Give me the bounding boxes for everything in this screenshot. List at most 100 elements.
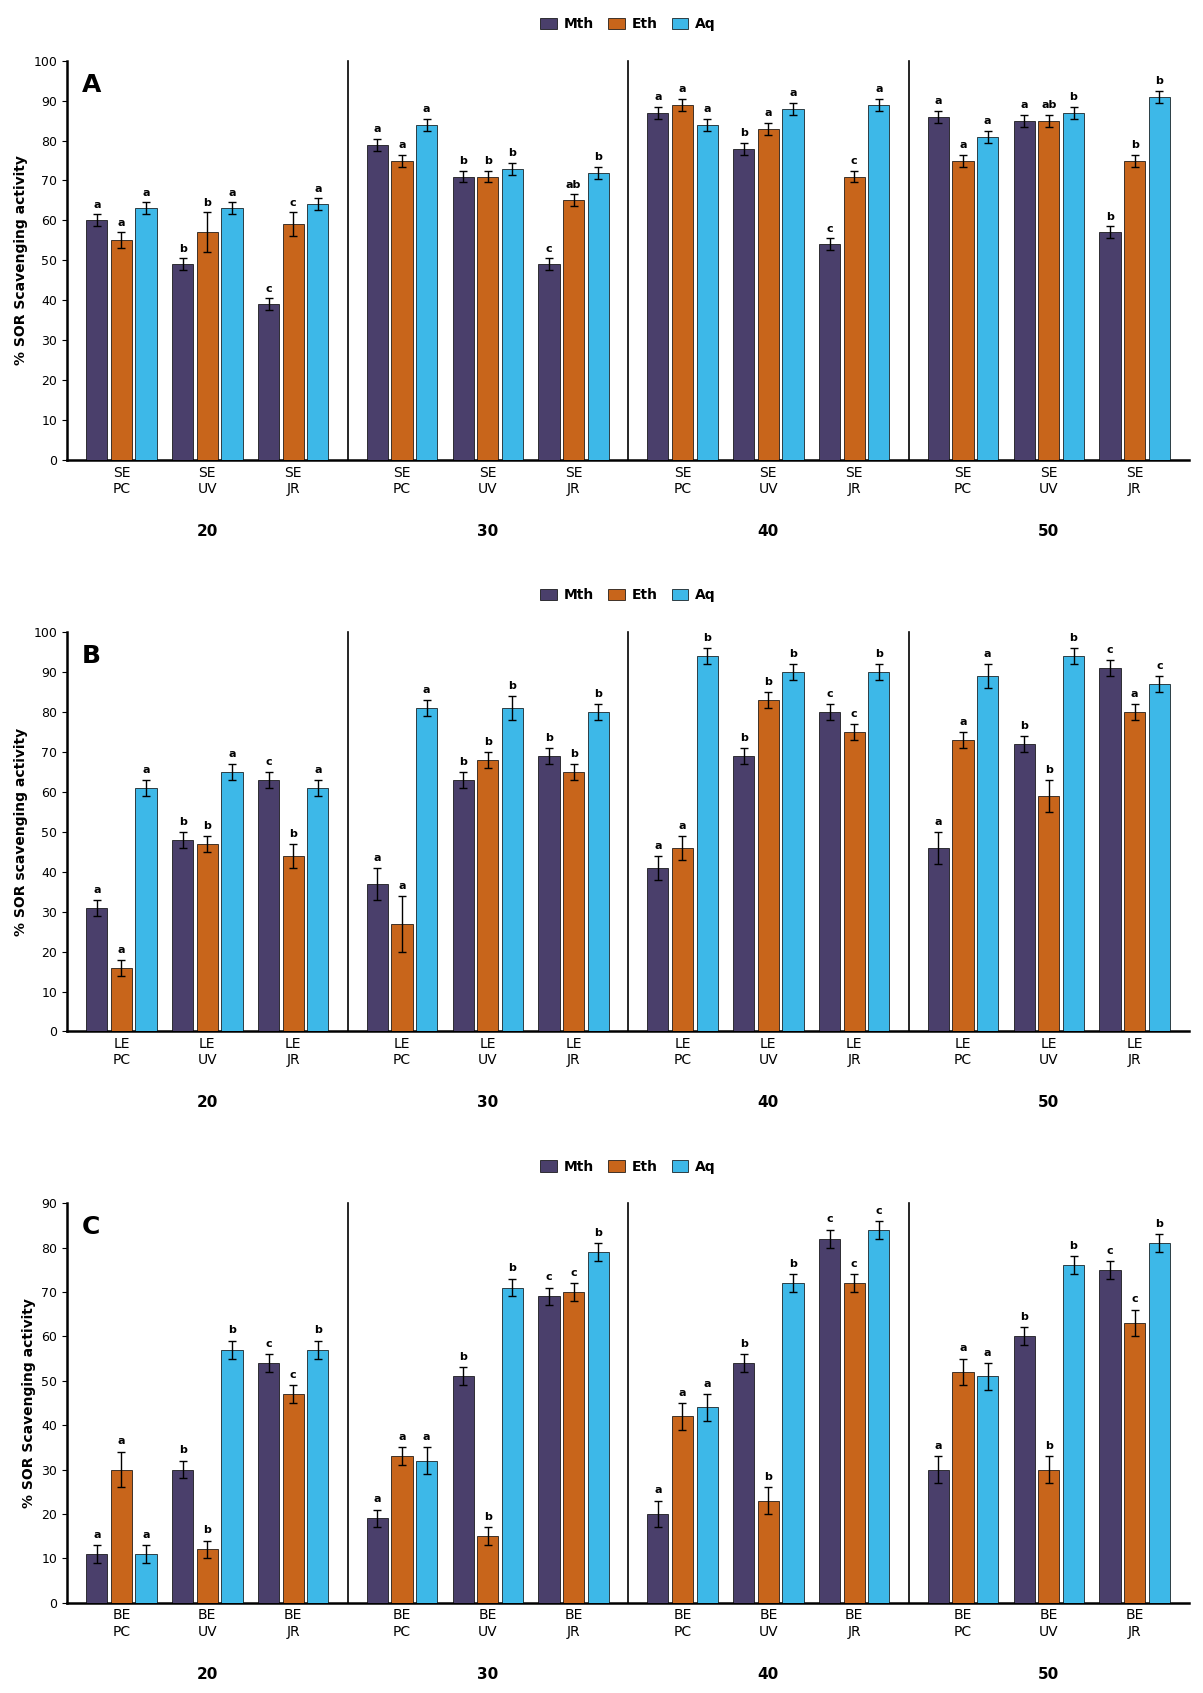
Bar: [758, 129, 780, 460]
Bar: [819, 1239, 840, 1603]
Text: a: a: [398, 1432, 405, 1442]
Bar: [416, 125, 437, 460]
Bar: [782, 672, 804, 1031]
Text: c: c: [546, 244, 552, 254]
Bar: [588, 711, 609, 1031]
Bar: [307, 1349, 328, 1603]
Text: a: a: [423, 1432, 431, 1442]
Text: b: b: [179, 818, 186, 826]
Text: 40: 40: [758, 525, 780, 538]
Text: c: c: [851, 156, 858, 166]
Text: b: b: [460, 1353, 467, 1363]
Text: b: b: [484, 736, 492, 747]
Bar: [671, 105, 693, 460]
Text: a: a: [398, 880, 405, 891]
Text: c: c: [1156, 660, 1162, 670]
Text: b: b: [704, 633, 711, 643]
Text: b: b: [764, 677, 772, 687]
Bar: [1038, 120, 1060, 460]
Bar: [1014, 120, 1035, 460]
Text: a: a: [142, 1530, 150, 1539]
Text: ab: ab: [1041, 100, 1056, 110]
Y-axis label: % SOR scavenging activity: % SOR scavenging activity: [14, 728, 28, 936]
Bar: [733, 1363, 754, 1603]
Bar: [367, 144, 387, 460]
Bar: [843, 731, 865, 1031]
Bar: [172, 264, 194, 460]
Text: b: b: [1020, 1312, 1029, 1322]
Bar: [953, 1371, 973, 1603]
Bar: [391, 161, 413, 460]
Bar: [172, 1470, 194, 1603]
Bar: [283, 225, 304, 460]
Text: b: b: [1131, 141, 1139, 149]
Text: c: c: [876, 1205, 882, 1216]
Bar: [928, 1470, 949, 1603]
Text: a: a: [229, 748, 236, 758]
Text: c: c: [1131, 1295, 1138, 1304]
Bar: [819, 244, 840, 460]
Bar: [671, 1417, 693, 1603]
Text: b: b: [570, 748, 577, 758]
Bar: [221, 1349, 243, 1603]
Bar: [647, 1514, 669, 1603]
Text: 40: 40: [758, 1095, 780, 1111]
Text: b: b: [509, 147, 516, 157]
Bar: [111, 968, 132, 1031]
Bar: [843, 176, 865, 460]
Text: a: a: [93, 1530, 101, 1539]
Bar: [588, 173, 609, 460]
Text: a: a: [959, 141, 967, 149]
Text: b: b: [875, 648, 883, 659]
Bar: [977, 1376, 998, 1603]
Bar: [977, 676, 998, 1031]
Text: b: b: [740, 1339, 747, 1349]
Text: a: a: [423, 686, 431, 696]
Bar: [257, 1363, 279, 1603]
Bar: [283, 855, 304, 1031]
Text: b: b: [509, 1263, 516, 1273]
Bar: [977, 137, 998, 460]
Bar: [172, 840, 194, 1031]
Text: b: b: [1020, 721, 1029, 731]
Bar: [588, 1253, 609, 1603]
Bar: [136, 208, 156, 460]
Bar: [1124, 711, 1145, 1031]
Bar: [1149, 97, 1171, 460]
Text: a: a: [875, 83, 883, 93]
Text: 40: 40: [758, 1666, 780, 1681]
Text: b: b: [594, 152, 603, 163]
Bar: [391, 1456, 413, 1603]
Text: a: a: [93, 885, 101, 896]
Text: c: c: [265, 1339, 272, 1349]
Text: a: a: [984, 1348, 991, 1358]
Text: a: a: [678, 1388, 686, 1398]
Bar: [221, 772, 243, 1031]
Bar: [307, 205, 328, 460]
Bar: [869, 105, 889, 460]
Bar: [452, 780, 474, 1031]
Bar: [819, 711, 840, 1031]
Bar: [1014, 1336, 1035, 1603]
Bar: [196, 232, 218, 460]
Bar: [953, 161, 973, 460]
Text: 20: 20: [196, 525, 218, 538]
Bar: [928, 848, 949, 1031]
Y-axis label: % SOR Scavenging activity: % SOR Scavenging activity: [14, 156, 28, 366]
Bar: [782, 108, 804, 460]
Text: b: b: [1045, 765, 1053, 775]
Text: a: a: [374, 853, 381, 863]
Text: b: b: [484, 156, 492, 166]
Bar: [391, 924, 413, 1031]
Text: a: a: [229, 188, 236, 198]
Text: a: a: [704, 103, 711, 113]
Bar: [283, 1393, 304, 1603]
Text: b: b: [545, 733, 553, 743]
Text: c: c: [290, 198, 296, 208]
Text: b: b: [740, 127, 747, 137]
Bar: [647, 112, 669, 460]
Text: b: b: [789, 1260, 796, 1268]
Bar: [539, 1297, 559, 1603]
Bar: [697, 655, 718, 1031]
Text: b: b: [179, 244, 186, 254]
